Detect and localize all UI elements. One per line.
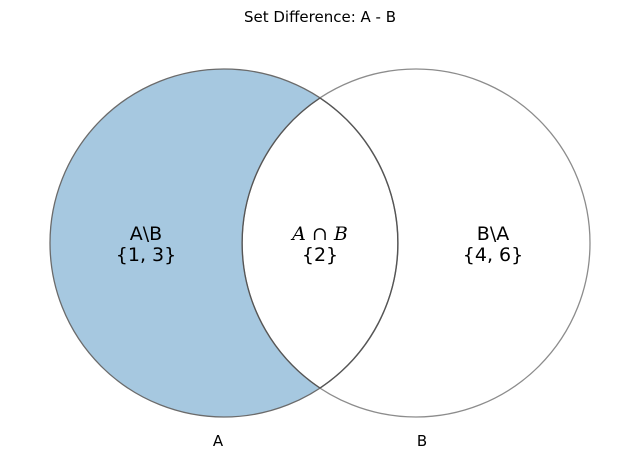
- region-intersection-label: A ∩ B: [290, 223, 348, 245]
- set-b-inner-arc: [241, 97, 321, 389]
- region-b-only-label: B\A: [477, 223, 509, 245]
- diagram-title: Set Difference: A - B: [244, 8, 396, 26]
- region-intersection-elements: {2}: [302, 244, 338, 266]
- intersection-set-b: B: [333, 223, 348, 245]
- set-b-label: B: [417, 432, 427, 450]
- region-a-only-label: A\B: [130, 223, 162, 245]
- region-b-only-elements: {4, 6}: [463, 244, 523, 266]
- intersection-set-a: A: [290, 223, 306, 245]
- intersection-fill: [242, 69, 398, 417]
- set-a-inner-arc: [319, 97, 399, 389]
- region-a-only-elements: {1, 3}: [116, 244, 176, 266]
- intersection-operator: ∩: [306, 223, 334, 245]
- set-a-label: A: [213, 432, 224, 450]
